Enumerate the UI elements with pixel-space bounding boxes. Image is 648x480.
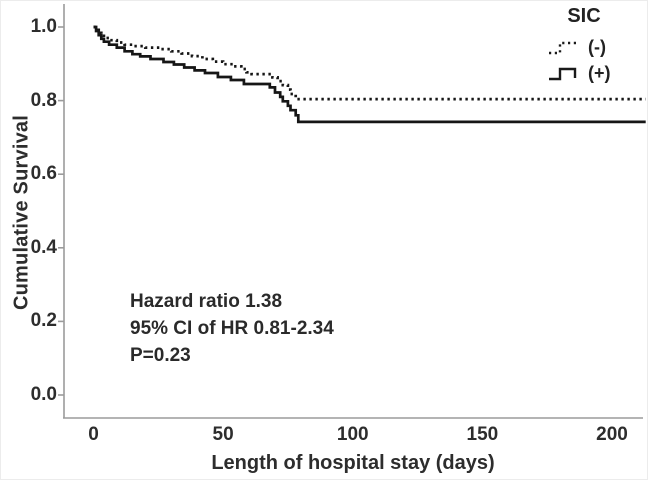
stats-annotation: Hazard ratio 1.38 95% CI of HR 0.81-2.34… bbox=[130, 288, 334, 369]
y-axis-title: Cumulative Survival bbox=[10, 115, 33, 310]
x-tick-label: 150 bbox=[466, 424, 499, 445]
x-tick-label: 200 bbox=[596, 424, 628, 445]
legend: SIC (-) (+) bbox=[547, 5, 621, 86]
survival-curve-sic-positive bbox=[93, 25, 646, 124]
y-tick-label: 0.6 bbox=[30, 163, 57, 185]
dotted-step-marker-icon bbox=[549, 41, 577, 55]
x-tick-label: 0 bbox=[88, 424, 99, 445]
legend-label-sic-negative: (-) bbox=[588, 36, 606, 57]
x-tick-label: 50 bbox=[212, 424, 234, 445]
survival-curve-sic-negative bbox=[93, 25, 646, 101]
y-tick-label: 0.8 bbox=[30, 89, 57, 111]
legend-item-sic-positive: (+) bbox=[547, 60, 621, 86]
legend-label-sic-positive: (+) bbox=[588, 62, 611, 83]
legend-title: SIC bbox=[567, 5, 601, 27]
annotation-confidence-interval: 95% CI of HR 0.81-2.34 bbox=[130, 318, 334, 339]
y-tick-label: 1.0 bbox=[30, 16, 57, 37]
annotation-p-value: P=0.23 bbox=[130, 345, 191, 366]
solid-step-marker-icon bbox=[549, 67, 577, 81]
y-tick-label: 0.0 bbox=[30, 384, 57, 405]
y-tick-label: 0.4 bbox=[30, 236, 57, 258]
y-tick-label: 0.2 bbox=[30, 310, 57, 332]
x-axis-title: Length of hospital stay (days) bbox=[211, 452, 495, 474]
annotation-hazard-ratio: Hazard ratio 1.38 bbox=[130, 291, 283, 312]
x-tick-label: 100 bbox=[336, 424, 369, 445]
legend-item-sic-negative: (-) bbox=[547, 34, 621, 60]
